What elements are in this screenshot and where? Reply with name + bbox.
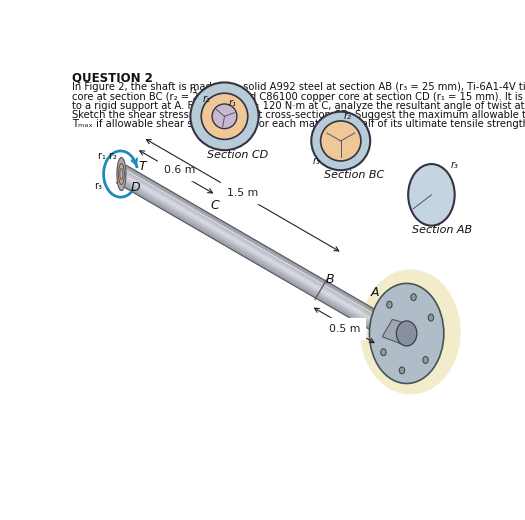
Ellipse shape xyxy=(399,367,405,374)
Ellipse shape xyxy=(120,168,123,180)
Polygon shape xyxy=(126,166,392,320)
Polygon shape xyxy=(118,180,384,334)
Polygon shape xyxy=(118,179,384,334)
Polygon shape xyxy=(118,180,384,335)
Text: 0.6 m: 0.6 m xyxy=(164,164,195,175)
Polygon shape xyxy=(120,176,386,331)
Text: r₂: r₂ xyxy=(203,95,211,105)
Polygon shape xyxy=(122,173,388,328)
Polygon shape xyxy=(118,179,384,333)
Text: QUESTION 2: QUESTION 2 xyxy=(72,72,153,85)
Ellipse shape xyxy=(387,301,392,308)
Polygon shape xyxy=(124,169,390,323)
Text: 1.5 m: 1.5 m xyxy=(227,188,258,198)
Ellipse shape xyxy=(370,283,444,383)
Text: to a rigid support at A. For torque T = 120 N·m at C, analyze the resultant angl: to a rigid support at A. For torque T = … xyxy=(72,101,525,111)
Ellipse shape xyxy=(119,163,124,185)
Circle shape xyxy=(311,112,370,170)
Polygon shape xyxy=(123,171,389,325)
Text: r₃: r₃ xyxy=(451,160,459,170)
Polygon shape xyxy=(125,168,391,322)
Text: r₁ r₂: r₁ r₂ xyxy=(98,151,117,161)
Polygon shape xyxy=(121,174,387,328)
Ellipse shape xyxy=(117,158,126,190)
Circle shape xyxy=(212,104,237,128)
Polygon shape xyxy=(121,175,387,329)
Polygon shape xyxy=(119,178,385,333)
Polygon shape xyxy=(123,171,389,326)
Text: Section CD: Section CD xyxy=(207,150,269,160)
Text: C: C xyxy=(211,200,219,213)
Text: 0.5 m: 0.5 m xyxy=(329,323,360,333)
Polygon shape xyxy=(126,165,392,320)
Text: In Figure 2, the shaft is made of a solid A992 steel at section AB (r₃ = 25 mm),: In Figure 2, the shaft is made of a soli… xyxy=(72,82,525,93)
Polygon shape xyxy=(125,166,392,321)
Polygon shape xyxy=(119,177,385,332)
Text: r₃: r₃ xyxy=(94,181,102,191)
Polygon shape xyxy=(121,174,387,329)
Polygon shape xyxy=(119,177,385,332)
Text: r₁: r₁ xyxy=(228,98,236,108)
Circle shape xyxy=(191,82,259,150)
Ellipse shape xyxy=(428,314,434,321)
Text: A: A xyxy=(370,287,379,300)
Circle shape xyxy=(201,93,248,139)
Polygon shape xyxy=(122,172,388,327)
Polygon shape xyxy=(117,181,383,336)
Polygon shape xyxy=(120,175,386,330)
Polygon shape xyxy=(125,167,391,322)
Polygon shape xyxy=(117,182,383,336)
Polygon shape xyxy=(382,319,403,344)
Text: T: T xyxy=(139,160,146,173)
Text: Sketch the shear stress distribution at cross-section CD. Suggest the maximum al: Sketch the shear stress distribution at … xyxy=(72,110,525,120)
Ellipse shape xyxy=(423,357,428,363)
Ellipse shape xyxy=(408,164,455,226)
Polygon shape xyxy=(117,181,383,335)
Polygon shape xyxy=(123,170,390,324)
Text: r₃: r₃ xyxy=(313,156,321,166)
Ellipse shape xyxy=(411,294,416,301)
Text: D: D xyxy=(131,181,140,194)
Polygon shape xyxy=(120,176,386,330)
Text: r₃: r₃ xyxy=(190,85,197,95)
Text: B: B xyxy=(326,274,334,287)
Text: core at section BC (r₂ = 20 mm), and C86100 copper core at section CD (r₁ = 15 m: core at section BC (r₂ = 20 mm), and C86… xyxy=(72,92,525,101)
Ellipse shape xyxy=(381,349,386,356)
Text: Tₘₐₓ if allowable shear stress τallow for each material is half of its ultimate : Tₘₐₓ if allowable shear stress τallow fo… xyxy=(72,120,525,129)
Polygon shape xyxy=(122,172,388,327)
Text: Section AB: Section AB xyxy=(412,225,472,236)
Polygon shape xyxy=(124,170,390,324)
Circle shape xyxy=(321,121,361,161)
Ellipse shape xyxy=(396,321,417,346)
Polygon shape xyxy=(124,168,391,323)
Text: r₂: r₂ xyxy=(344,111,352,121)
Text: Section BC: Section BC xyxy=(324,170,384,180)
Ellipse shape xyxy=(360,269,461,395)
